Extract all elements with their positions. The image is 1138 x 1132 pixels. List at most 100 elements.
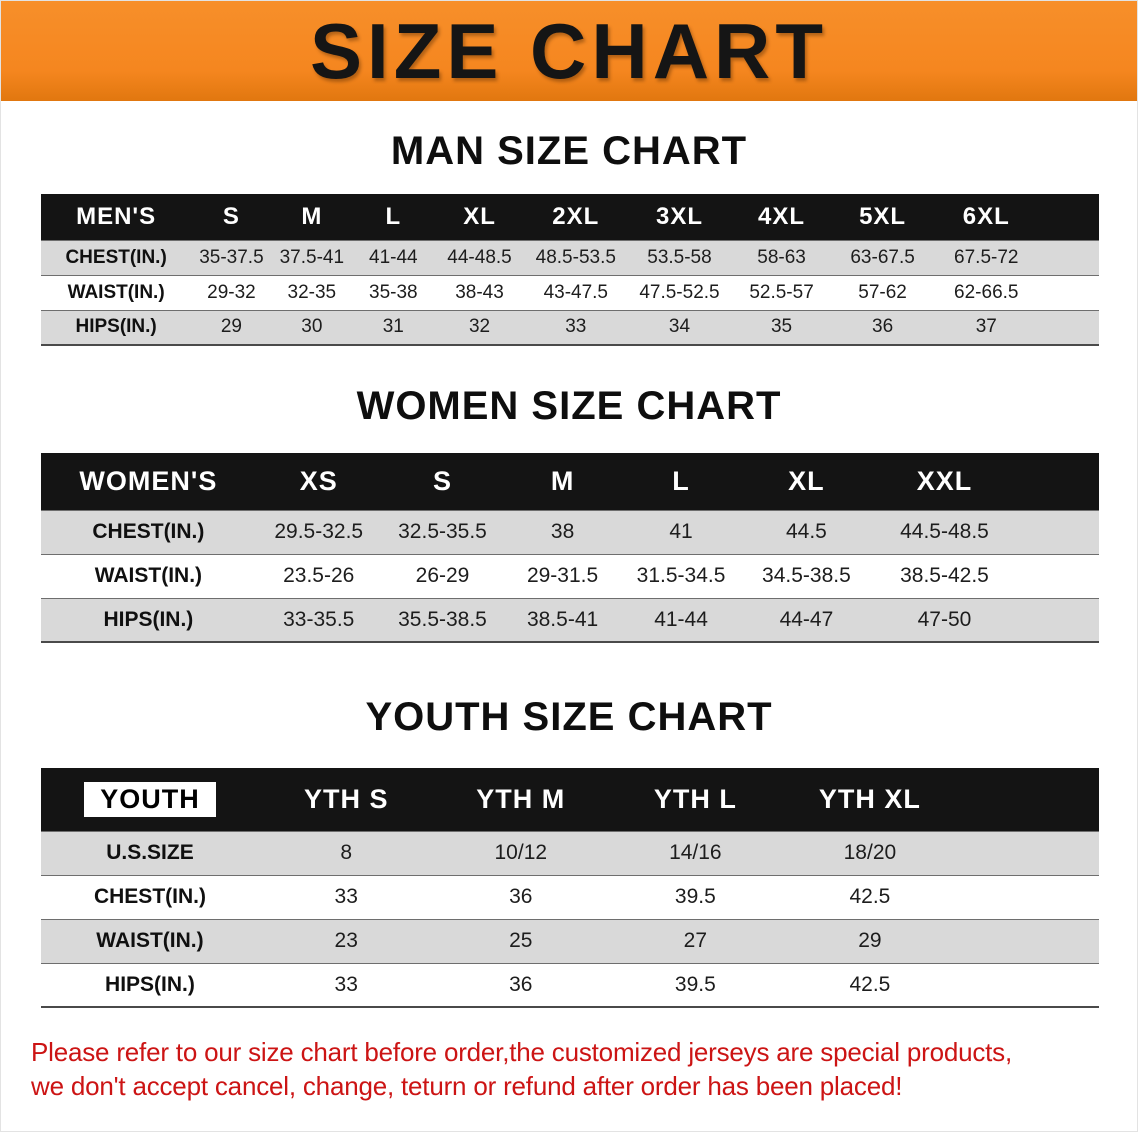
column-header: XL [788, 465, 825, 496]
column-header: 5XL [859, 202, 907, 230]
size-cell: 44.5 [785, 520, 827, 543]
spacer-cell [1016, 510, 1099, 554]
size-cell: 37 [975, 316, 997, 338]
size-cell: 52.5-57 [749, 281, 814, 303]
size-cell: 39.5 [674, 972, 716, 996]
size-cell: 33-35.5 [283, 607, 355, 631]
column-header: 2XL [552, 202, 600, 230]
size-cell: 32 [468, 316, 491, 338]
size-cell: 42.5 [849, 972, 891, 996]
size-cell: 33 [565, 316, 587, 338]
column-header: 6XL [962, 202, 1010, 230]
size-cell: 37.5-41 [279, 246, 345, 268]
size-cell: 29-32 [207, 281, 256, 303]
table-row: CHEST(IN.) 29.5-32.5 32.5-35.5 38 41 44.5 44.5… [41, 510, 1099, 554]
size-cell: 23.5-26 [283, 564, 355, 587]
table-row: HIPS(IN.) 33 36 39.5 42.5 [41, 963, 1099, 1007]
row-label: WAIST(IN.) [94, 564, 203, 587]
size-cell: 34 [668, 316, 691, 338]
table-row: WAIST(IN.) 23.5-26 26-29 29-31.5 31.5-34.5 34… [41, 554, 1099, 598]
size-cell: 35 [770, 316, 793, 338]
column-header: YTH XL [818, 783, 921, 814]
size-cell: 47-50 [917, 607, 972, 631]
column-header: S [222, 202, 240, 230]
size-cell: 36 [509, 885, 533, 908]
size-cell: 8 [340, 841, 353, 864]
header-row: MEN'S S M L XL 2XL 3XL 4XL 5XL 6XL [41, 194, 1099, 240]
notice-line-1: Please refer to our size chart before or… [31, 1037, 1013, 1067]
size-cell: 53.5-58 [647, 246, 712, 268]
spacer-cell [1039, 194, 1099, 240]
size-cell: 44-47 [779, 607, 834, 631]
column-header: 4XL [758, 202, 806, 230]
table-row: HIPS(IN.) 33-35.5 35.5-38.5 38.5-41 41-44 44-… [41, 598, 1099, 642]
size-cell: 62-66.5 [954, 281, 1019, 303]
column-header: YTH S [303, 783, 389, 814]
spacer-cell [1039, 275, 1099, 310]
size-cell: 38.5-42.5 [900, 564, 989, 587]
spacer-cell [957, 919, 1099, 963]
size-cell: 10/12 [494, 841, 548, 864]
page-title: SIZE CHART [310, 7, 828, 95]
size-cell: 48.5-53.5 [535, 246, 616, 268]
spacer-cell [1016, 598, 1099, 642]
header-row: YOUTH YTH S YTH M YTH L YTH XL [41, 768, 1099, 831]
men-size-table: MEN'S S M L XL 2XL 3XL 4XL 5XL 6XL CHEST(IN.) 35-37… [41, 194, 1099, 346]
size-cell: 38 [550, 520, 575, 543]
size-cell: 35-38 [369, 281, 418, 303]
spacer-cell [957, 963, 1099, 1007]
size-cell: 31 [382, 316, 404, 338]
order-notice: Please refer to our size chart before or… [31, 1036, 1107, 1104]
table-title-text: YOUTH [84, 781, 216, 817]
table-title: YOUTH [41, 768, 259, 831]
size-cell: 44.5-48.5 [900, 520, 989, 543]
table-title-text: MEN'S [76, 202, 157, 230]
size-cell: 34.5-38.5 [762, 564, 851, 587]
column-header: L [385, 202, 402, 230]
table-row: CHEST(IN.) 33 36 39.5 42.5 [41, 875, 1099, 919]
table-title-text: WOMEN'S [79, 465, 218, 496]
table-row: HIPS(IN.) 29 30 31 32 33 34 35 36 37 [41, 310, 1099, 345]
size-cell: 39.5 [674, 885, 716, 908]
size-cell: 23 [334, 929, 358, 952]
men-size-chart-heading: MAN SIZE CHART [390, 129, 748, 173]
women-size-chart-heading: WOMEN SIZE CHART [356, 384, 782, 428]
size-cell: 26-29 [415, 564, 470, 587]
size-cell: 41-44 [654, 607, 708, 631]
size-cell: 14/16 [669, 841, 722, 864]
table-row: CHEST(IN.) 35-37.5 37.5-41 41-44 44-48.5 48.5… [41, 240, 1099, 275]
size-cell: 43-47.5 [543, 281, 609, 303]
size-cell: 32-35 [287, 281, 337, 303]
size-cell: 18/20 [843, 841, 897, 864]
spacer-cell [957, 768, 1099, 831]
size-cell: 32.5-35.5 [398, 520, 487, 543]
size-cell: 31.5-34.5 [636, 564, 726, 587]
youth-size-table: YOUTH YTH S YTH M YTH L YTH XL U.S.SIZE 8 10/12… [41, 768, 1099, 1008]
table-title: WOMEN'S [41, 453, 256, 510]
column-header: M [550, 465, 575, 496]
youth-size-chart-section: YOUTH SIZE CHART YOUTH YTH S YTH M YTH L YTH… [1, 695, 1137, 1008]
size-cell: 25 [509, 929, 533, 952]
table-row: WAIST(IN.) 29-32 32-35 35-38 38-43 43-47.5 47.… [41, 275, 1099, 310]
column-header: XS [299, 465, 338, 496]
size-cell: 33 [334, 885, 358, 908]
size-cell: 38-43 [455, 281, 504, 303]
spacer-cell [957, 875, 1099, 919]
size-cell: 67.5-72 [954, 246, 1019, 268]
size-cell: 27 [683, 929, 708, 952]
size-cell: 35-37.5 [199, 246, 264, 268]
spacer-cell [1039, 310, 1099, 345]
size-chart-banner: SIZE CHART [1, 1, 1137, 101]
size-cell: 47.5-52.5 [639, 281, 720, 303]
size-cell: 29 [220, 316, 242, 338]
column-header: L [672, 465, 690, 496]
table-row: WAIST(IN.) 23 25 27 29 [41, 919, 1099, 963]
table-row: U.S.SIZE 8 10/12 14/16 18/20 [41, 831, 1099, 875]
row-label: HIPS(IN.) [105, 972, 195, 996]
table-title: MEN'S [41, 194, 191, 240]
row-label: WAIST(IN.) [67, 281, 165, 303]
size-cell: 35.5-38.5 [398, 607, 487, 631]
size-cell: 29 [858, 929, 882, 952]
column-header: XL [463, 202, 496, 230]
